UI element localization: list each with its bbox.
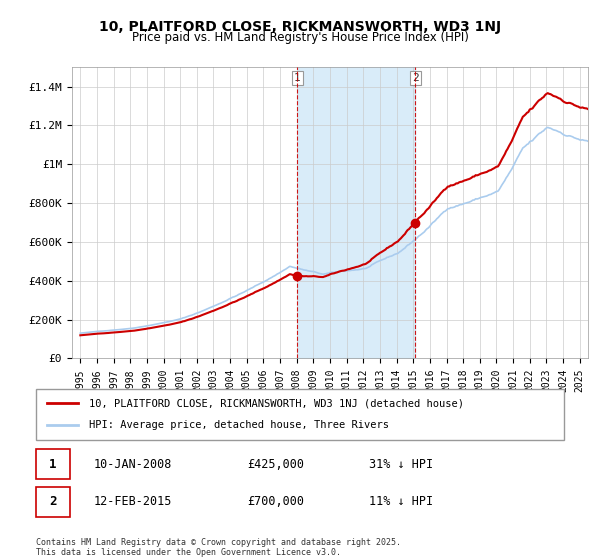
Text: 12-FEB-2015: 12-FEB-2015: [94, 496, 172, 508]
Text: 10-JAN-2008: 10-JAN-2008: [94, 458, 172, 470]
FancyBboxPatch shape: [36, 487, 70, 517]
Text: £700,000: £700,000: [247, 496, 304, 508]
Text: 1: 1: [49, 458, 56, 470]
Text: 10, PLAITFORD CLOSE, RICKMANSWORTH, WD3 1NJ (detached house): 10, PLAITFORD CLOSE, RICKMANSWORTH, WD3 …: [89, 398, 464, 408]
Text: Price paid vs. HM Land Registry's House Price Index (HPI): Price paid vs. HM Land Registry's House …: [131, 31, 469, 44]
Text: Contains HM Land Registry data © Crown copyright and database right 2025.
This d: Contains HM Land Registry data © Crown c…: [36, 538, 401, 557]
Text: 11% ↓ HPI: 11% ↓ HPI: [368, 496, 433, 508]
Text: 10, PLAITFORD CLOSE, RICKMANSWORTH, WD3 1NJ: 10, PLAITFORD CLOSE, RICKMANSWORTH, WD3 …: [99, 20, 501, 34]
FancyBboxPatch shape: [36, 389, 564, 440]
Text: 2: 2: [49, 496, 56, 508]
Text: 31% ↓ HPI: 31% ↓ HPI: [368, 458, 433, 470]
Text: £425,000: £425,000: [247, 458, 304, 470]
Text: 2: 2: [412, 73, 419, 83]
Text: HPI: Average price, detached house, Three Rivers: HPI: Average price, detached house, Thre…: [89, 421, 389, 431]
FancyBboxPatch shape: [36, 449, 70, 479]
Text: 1: 1: [294, 73, 301, 83]
